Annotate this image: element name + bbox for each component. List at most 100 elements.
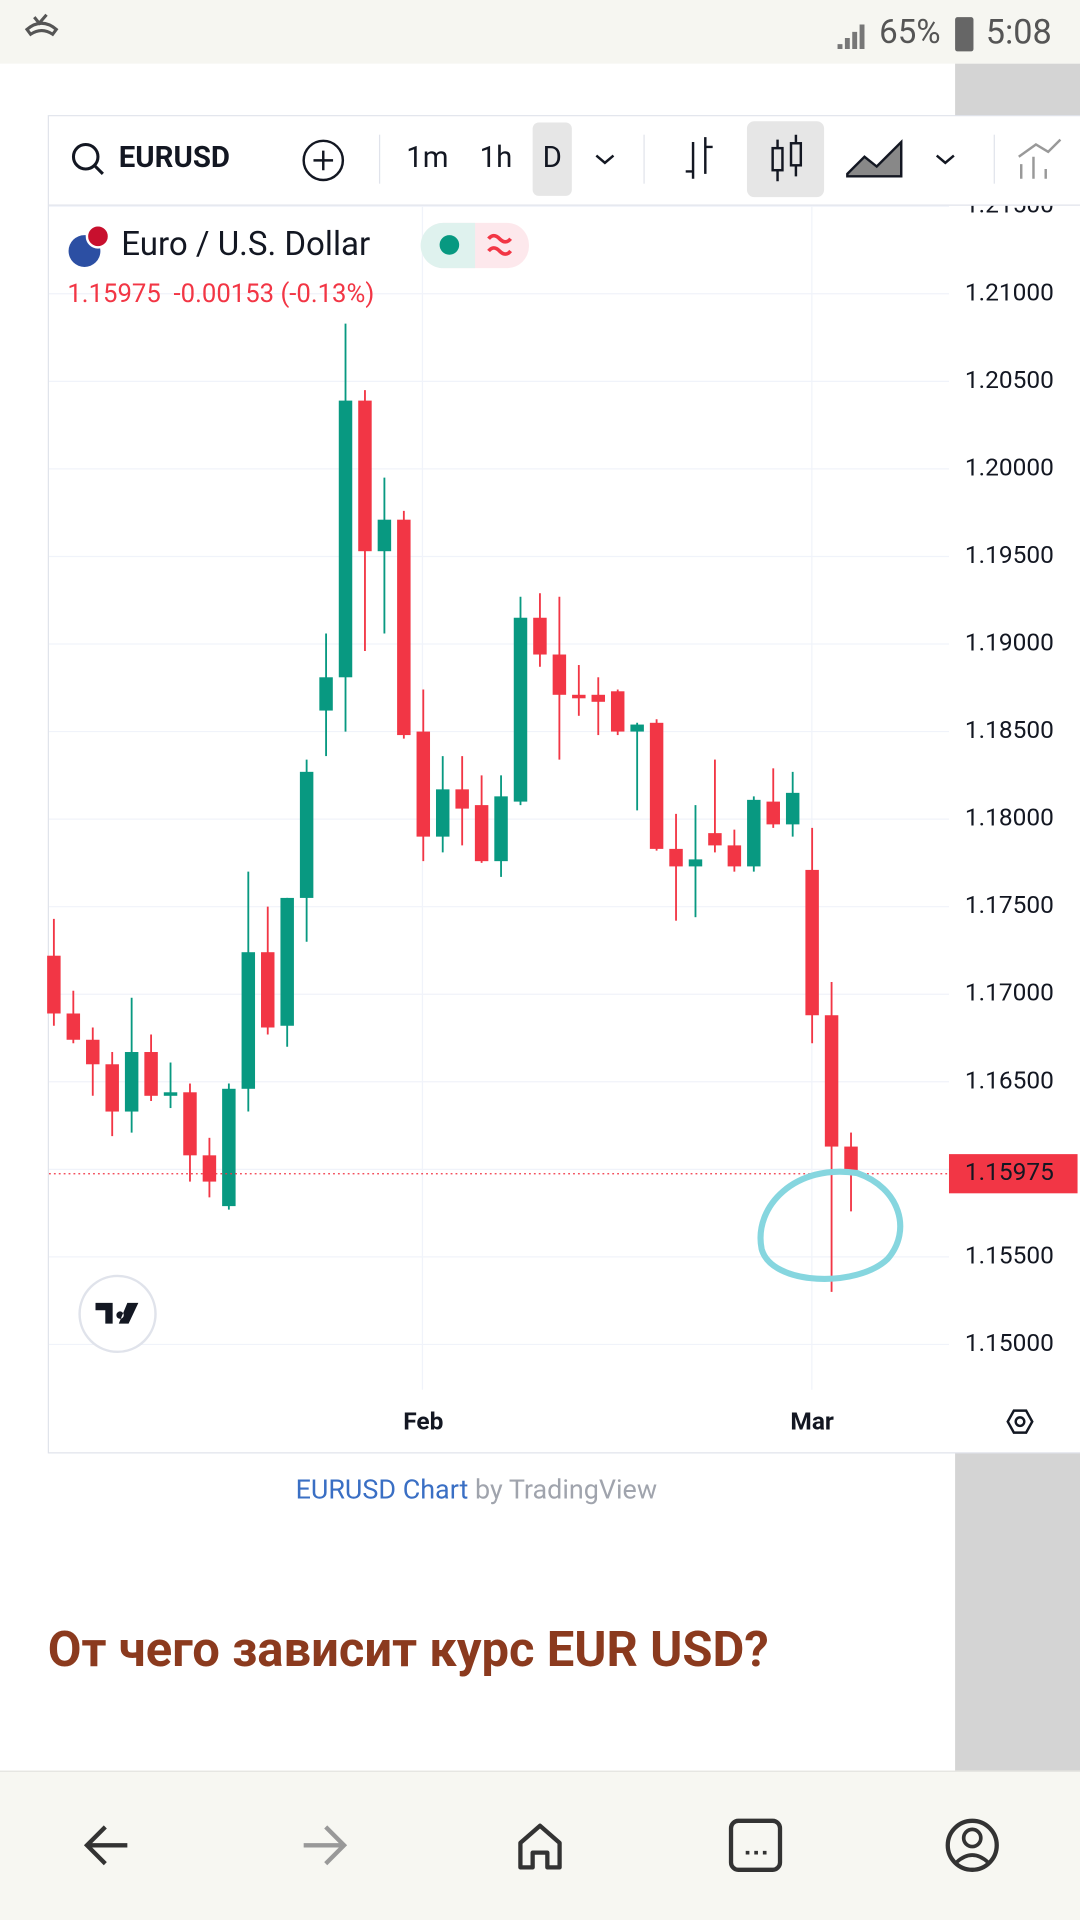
- caption-by: by TradingView: [475, 1474, 657, 1506]
- y-tick-label: 1.21000: [965, 277, 1054, 306]
- toolbar: EURUSD 1m 1h D: [48, 116, 1080, 206]
- candle-body: [222, 1088, 236, 1207]
- battery-percent: 65%: [879, 13, 940, 52]
- market-open-dot: [439, 235, 460, 255]
- candle-body: [630, 724, 644, 732]
- candle-body: [688, 859, 703, 867]
- candle-body: [708, 833, 722, 846]
- candle-body: [299, 771, 314, 898]
- y-tick-label: 1.15000: [965, 1328, 1054, 1357]
- caption-link[interactable]: EURUSD Chart: [296, 1474, 469, 1506]
- clock: 5:08: [986, 12, 1052, 52]
- candle-body: [358, 400, 372, 552]
- tabs-button[interactable]: [728, 1818, 783, 1872]
- caption: EURUSD Chart by TradingView: [296, 1474, 658, 1506]
- y-tick-label: 1.20500: [965, 365, 1054, 394]
- battery-icon: [955, 17, 974, 52]
- candle-body: [610, 691, 625, 732]
- candle-body: [844, 1146, 858, 1174]
- candle-body: [338, 400, 353, 678]
- candle-body: [747, 799, 761, 867]
- candle-body: [727, 845, 742, 867]
- interval-button[interactable]: D: [543, 141, 562, 175]
- bottom-nav: [0, 1770, 1080, 1920]
- candle-body: [824, 1015, 839, 1147]
- back-button[interactable]: [83, 1825, 128, 1866]
- y-tick-label: 1.15500: [965, 1240, 1054, 1269]
- y-tick-label: 1.19000: [965, 627, 1054, 656]
- candle-body: [513, 617, 528, 802]
- y-tick-label: 1.18000: [965, 803, 1054, 832]
- candle-body: [785, 792, 800, 825]
- hand-drawn-circle: [757, 1168, 904, 1282]
- status-bar: [0, 0, 1080, 64]
- forward-button[interactable]: [303, 1825, 348, 1866]
- y-tick-label: 1.20000: [965, 452, 1054, 481]
- candle-body: [669, 848, 683, 867]
- candle-body: [163, 1092, 178, 1096]
- candle-body: [377, 519, 392, 552]
- interval-dropdown[interactable]: [595, 154, 615, 165]
- candle-body: [241, 952, 256, 1089]
- candle-body: [474, 805, 489, 862]
- candle-body: [124, 1052, 139, 1112]
- home-button[interactable]: [518, 1823, 562, 1870]
- candle-body: [280, 897, 294, 1026]
- usd-flag-icon: [85, 224, 111, 249]
- signal-icon: [837, 24, 865, 49]
- candle-body: [66, 1013, 81, 1040]
- x-tick-label: Mar: [790, 1406, 834, 1435]
- chart-title: Euro / U.S. Dollar: [121, 225, 370, 264]
- candle-body: [416, 731, 431, 837]
- chart-frame: [47, 115, 1080, 1454]
- candle-body: [805, 869, 819, 1016]
- candle-body: [144, 1052, 158, 1096]
- interval-button[interactable]: 1h: [480, 141, 513, 175]
- quote: 1.15975 -0.00153 (-0.13%): [67, 279, 374, 309]
- candle-body: [552, 654, 567, 695]
- candle-body: [591, 694, 606, 702]
- profile-button[interactable]: [945, 1818, 999, 1872]
- candle-body: [494, 796, 508, 862]
- style-dropdown[interactable]: [935, 154, 955, 165]
- y-tick-label: 1.18500: [965, 715, 1054, 744]
- y-tick-label: 1.19500: [965, 540, 1054, 569]
- candle-body: [397, 519, 411, 736]
- indicators-button[interactable]: [1018, 138, 1062, 179]
- y-tick-label: 1.16500: [965, 1065, 1054, 1094]
- candle-body: [572, 694, 586, 699]
- candles-style-active[interactable]: [746, 121, 825, 198]
- tv-logo-glyph: [95, 1302, 139, 1324]
- settings-icon: [1014, 1416, 1026, 1428]
- area-style-button[interactable]: [846, 139, 903, 178]
- candle-body: [105, 1064, 119, 1112]
- candle-body: [435, 789, 450, 837]
- profile-icon: [955, 1853, 990, 1864]
- last-price-box: [948, 1154, 1078, 1194]
- article-heading: От чего зависит курс EUR USD?: [48, 1621, 769, 1678]
- search-icon-handle: [93, 164, 104, 175]
- candle-body: [183, 1092, 197, 1156]
- settings-button[interactable]: [1006, 1409, 1034, 1434]
- delayed-icon: [487, 233, 513, 256]
- candle-body: [455, 789, 469, 809]
- candle-body: [202, 1155, 217, 1182]
- add-symbol-button[interactable]: [302, 139, 345, 182]
- last-price-label: 1.15975: [965, 1157, 1054, 1186]
- status-icon: [24, 13, 59, 37]
- plus-icon: [313, 150, 334, 171]
- bars-style-button[interactable]: [685, 137, 713, 179]
- y-tick-label: 1.17500: [965, 890, 1054, 919]
- candle-body: [649, 722, 664, 849]
- plot-area: 1.150001.155001.160001.165001.170001.175…: [47, 190, 1078, 1435]
- interval-active-bg: [532, 122, 572, 196]
- candle-body: [86, 1039, 100, 1065]
- candle-body: [533, 617, 547, 655]
- symbol[interactable]: EURUSD: [119, 141, 230, 175]
- candle-body: [766, 801, 780, 825]
- interval-button[interactable]: 1m: [406, 141, 448, 175]
- search-icon[interactable]: [71, 142, 100, 171]
